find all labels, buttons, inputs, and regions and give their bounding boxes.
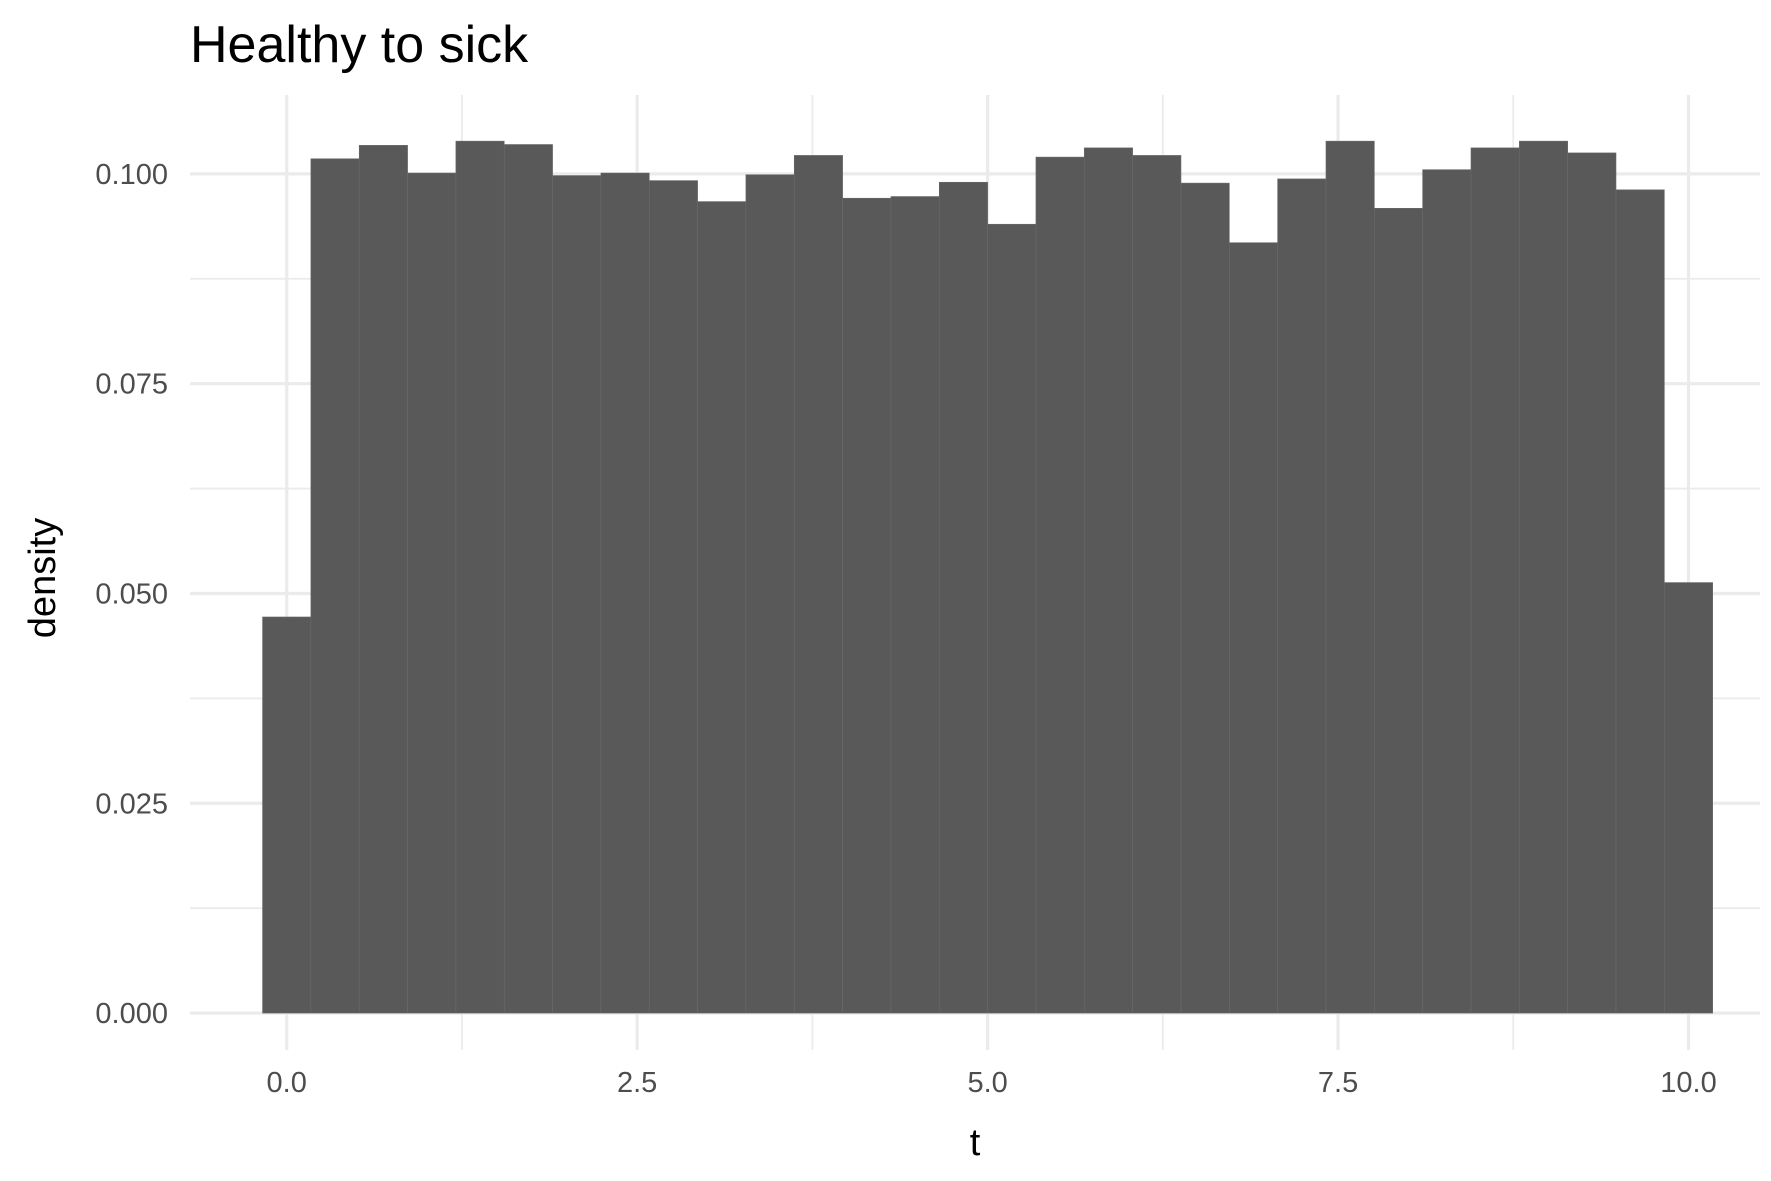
x-tick-label: 2.5 <box>617 1067 657 1099</box>
histogram-bar <box>1083 147 1133 1014</box>
histogram-bar <box>1132 155 1182 1014</box>
y-tick-label: 0.050 <box>95 578 168 610</box>
x-axis-tick-labels: 0.0 2.5 5.0 7.5 10.0 <box>267 1067 1717 1099</box>
histogram-bar <box>1229 242 1278 1014</box>
histogram-bar <box>890 196 940 1014</box>
x-tick-label: 7.5 <box>1318 1067 1358 1099</box>
histogram-bar <box>1422 169 1472 1014</box>
histogram-bar <box>358 145 408 1014</box>
histogram-bar <box>503 144 553 1014</box>
histogram-bar <box>310 158 360 1014</box>
histogram-bar <box>552 175 602 1014</box>
chart-title: Healthy to sick <box>190 16 529 74</box>
histogram-bar <box>407 172 457 1014</box>
histogram-bar <box>1615 189 1665 1014</box>
x-tick-label: 0.0 <box>267 1067 307 1099</box>
x-tick-label: 10.0 <box>1660 1067 1716 1099</box>
x-axis-title: t <box>970 1122 981 1164</box>
histogram-bar <box>1277 178 1327 1014</box>
histogram-bar <box>648 180 698 1014</box>
histogram-bar <box>1374 207 1423 1014</box>
histogram-bar <box>1180 182 1230 1014</box>
histogram-bar <box>793 155 843 1014</box>
y-tick-label: 0.000 <box>95 998 168 1030</box>
histogram-bar <box>455 140 505 1014</box>
histogram-bar <box>1325 140 1375 1014</box>
histogram-bar <box>987 223 1037 1014</box>
histogram-bar <box>745 174 795 1014</box>
histogram-bar <box>600 172 650 1014</box>
histogram-bar <box>697 201 747 1014</box>
histogram-bars <box>262 140 1713 1014</box>
histogram-bar <box>1035 156 1085 1014</box>
histogram-bar <box>1567 152 1617 1014</box>
x-tick-label: 5.0 <box>967 1067 1007 1099</box>
histogram-bar <box>938 181 988 1014</box>
y-tick-label: 0.100 <box>95 159 168 191</box>
histogram-bar <box>1519 140 1568 1014</box>
y-tick-label: 0.025 <box>95 788 168 820</box>
histogram-bar <box>842 197 892 1014</box>
y-axis-title: density <box>22 518 64 638</box>
histogram-bar <box>1664 582 1713 1014</box>
histogram-bar <box>1470 147 1520 1014</box>
y-axis-tick-labels: 0.000 0.025 0.050 0.075 0.100 <box>95 159 168 1030</box>
histogram-bar <box>262 616 312 1014</box>
y-tick-label: 0.075 <box>95 369 168 401</box>
